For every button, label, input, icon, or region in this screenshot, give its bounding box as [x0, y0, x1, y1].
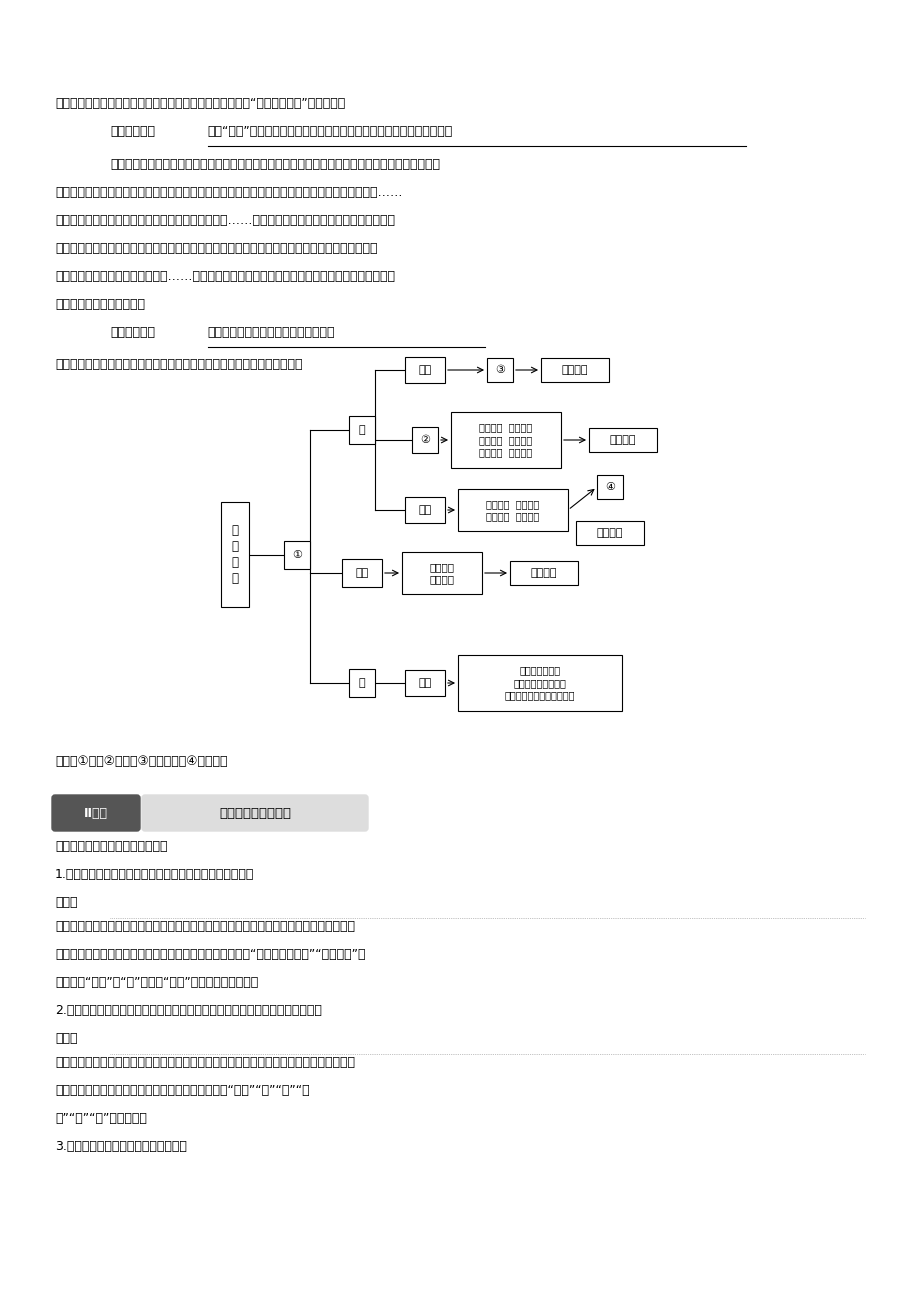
- Text: II深读: II深读: [84, 806, 108, 819]
- Text: 群贤毕至  少长和集
流觞曲水  界叙幽情: 群贤毕至 少长和集 流觞曲水 界叙幽情: [486, 499, 539, 521]
- Text: 悲: 悲: [358, 678, 365, 687]
- FancyBboxPatch shape: [458, 490, 567, 531]
- Text: 答案　抬头观望宽廓的宇宙，低头品察繁盛的事物，用来放开眼界，抑发胸臆，都足够用来: 答案 抬头观望宽廓的宇宙，低头品察繁盛的事物，用来放开眼界，抑发胸臆，都足够用来: [55, 1056, 355, 1069]
- FancyBboxPatch shape: [52, 796, 140, 831]
- Text: 3.固知一死生为虚诞，齐彭殇为妄作。: 3.固知一死生为虚诞，齐彭殇为妄作。: [55, 1141, 187, 1154]
- Text: 有感于斯文（这篇文章）。: 有感于斯文（这篇文章）。: [55, 298, 145, 311]
- FancyBboxPatch shape: [486, 358, 513, 381]
- Text: 二、在诵读全文的基础上，根据结构导图的提示，填出空缺处相应的内容。: 二、在诵读全文的基础上，根据结构导图的提示，填出空缺处相应的内容。: [55, 358, 302, 371]
- Text: 崇山峻岭  茂林修竹
清流激湍  映带左右
天朗气清  惠风和畅: 崇山峻岭 茂林修竹 清流激湍 映带左右 天朗气清 惠风和畅: [479, 423, 532, 457]
- Text: 请概括段意：: 请概括段意：: [110, 125, 154, 138]
- Text: 乐事: 乐事: [418, 505, 431, 516]
- Text: 让人尽情享受视听的乐趣，实在快乐啊。（得分点：“所以”“游”“骋”“足: 让人尽情享受视听的乐趣，实在快乐啊。（得分点：“所以”“游”“骋”“足: [55, 1085, 310, 1098]
- FancyBboxPatch shape: [509, 561, 577, 585]
- Text: 1.又有清流激湍，映带左右，引以为流觞曲水，列坐其次。: 1.又有清流激湍，映带左右，引以为流觞曲水，列坐其次。: [55, 868, 254, 881]
- Text: 略句式，“映带”，“流”活用，“其次”古今异义，句意对）: 略句式，“映带”，“流”活用，“其次”古今异义，句意对）: [55, 976, 258, 990]
- FancyBboxPatch shape: [142, 796, 368, 831]
- Text: 引出“死生”这一人生最重大问题，抑发人生无常、情随事迁的伤痛之感。: 引出“死生”这一人生最重大问题，抑发人生无常、情随事迁的伤痛之感。: [208, 125, 452, 138]
- Text: 答案　又有清澄激赊回旋的水流，辉映围绕在亭子的四周，汲引清流急湍，用作流动酒杯的: 答案 又有清澄激赊回旋的水流，辉映围绕在亭子的四周，汲引清流急湍，用作流动酒杯的: [55, 921, 355, 934]
- Text: 景物之美: 景物之美: [609, 435, 636, 445]
- FancyBboxPatch shape: [596, 475, 622, 499]
- FancyBboxPatch shape: [221, 503, 249, 608]
- FancyBboxPatch shape: [540, 358, 608, 381]
- Text: 请概括段意：: 请概括段意：: [110, 326, 154, 339]
- Text: 以”“极”“信”，句意对）: 以”“极”“信”，句意对）: [55, 1112, 147, 1125]
- Text: 曲折水道，（人们）依次排列，坐于曲水岸边。（得分点：“引以为流觞曲水”“列坐其次”省: 曲折水道，（人们）依次排列，坐于曲水岸边。（得分点：“引以为流觞曲水”“列坐其次…: [55, 948, 365, 961]
- Text: ①: ①: [291, 549, 301, 560]
- FancyBboxPatch shape: [284, 542, 310, 569]
- Text: ④: ④: [605, 482, 614, 492]
- Text: 人生美好而短暂
生命欲望永不能满足
时间无情，生命终归于毁灭: 人生美好而短暂 生命欲望永不能满足 时间无情，生命终归于毁灭: [505, 665, 574, 700]
- Text: 咏怀之雅: 咏怀之雅: [596, 529, 622, 538]
- Text: 微任务活动一　准确翻译重点句子: 微任务活动一 准确翻译重点句子: [55, 840, 167, 853]
- Text: 任务驱动，深度学习: 任务驱动，深度学习: [219, 806, 290, 819]
- Text: （第三段）每（经常）觉昕人兴感（兴发感慨）之由（缘由），若（像）合一契，未尝不临（面对）: （第三段）每（经常）觉昕人兴感（兴发感慨）之由（缘由），若（像）合一契，未尝不临…: [110, 158, 439, 171]
- Text: 述，虽（即使）世殊事异，所以（……原因）兴怀，其（他们的）致（情趣）一也。后之览者，亦将: 述，虽（即使）世殊事异，所以（……原因）兴怀，其（他们的）致（情趣）一也。后之览…: [55, 270, 394, 283]
- Text: ②: ②: [420, 435, 429, 445]
- Text: 答案　①乐　②美景　③暮春之初　④人物之盛: 答案 ①乐 ②美景 ③暮春之初 ④人物之盛: [55, 755, 227, 768]
- Text: 兰
亭
集
序: 兰 亭 集 序: [232, 525, 238, 586]
- FancyBboxPatch shape: [458, 655, 621, 711]
- Text: 良辰: 良辰: [418, 365, 431, 375]
- Text: 时令之美: 时令之美: [562, 365, 587, 375]
- Text: 2.仰观宇宙之大，俦察品类之盛，所以游目骋怀，足以极视听之娱，信可乐也。: 2.仰观宇宙之大，俦察品类之盛，所以游目骋怀，足以极视听之娱，信可乐也。: [55, 1004, 322, 1017]
- Text: 乐: 乐: [358, 424, 365, 435]
- FancyBboxPatch shape: [450, 411, 561, 467]
- Text: 天折的幼童）为（是）妄作（虚妄之谈）。后之视今，亦犹今之视昕。悲夫！故列叙时人，录其所: 天折的幼童）为（是）妄作（虚妄之谈）。后之视今，亦犹今之视昕。悲夫！故列叙时人，…: [55, 242, 377, 255]
- Text: 感慨: 感慨: [418, 678, 431, 687]
- FancyBboxPatch shape: [342, 559, 381, 587]
- FancyBboxPatch shape: [348, 669, 375, 697]
- FancyBboxPatch shape: [348, 417, 375, 444]
- Text: 在上文基础上表明作者对生死的看法。: 在上文基础上表明作者对生死的看法。: [208, 326, 335, 339]
- Text: 文嘘悼（叹惜哀悼），不能喻（明白，理解）之于怀。固（本来）知（知道）一（数词作动词，把……: 文嘘悼（叹惜哀悼），不能喻（明白，理解）之于怀。固（本来）知（知道）一（数词作动…: [55, 186, 403, 199]
- Text: 赏心: 赏心: [355, 568, 369, 578]
- FancyBboxPatch shape: [575, 521, 643, 546]
- Text: 译文：: 译文：: [55, 1032, 77, 1046]
- Text: 视听之娱: 视听之娱: [530, 568, 557, 578]
- FancyBboxPatch shape: [404, 357, 445, 383]
- Text: 译文：: 译文：: [55, 896, 77, 909]
- FancyBboxPatch shape: [404, 671, 445, 697]
- Text: ③: ③: [494, 365, 505, 375]
- Text: （依附）化（造化，自然），终期（注定）于尽。古人云：“死生亦大矣。”岂不痛哉！: （依附）化（造化，自然），终期（注定）于尽。古人云：“死生亦大矣。”岂不痛哉！: [55, 98, 345, 109]
- FancyBboxPatch shape: [402, 552, 482, 594]
- Text: 看作一样）死生为（是）虚诞（虚妄荒诞），齐（把……看成平等）彭殇（寿命长的彭祖和寿命短的: 看作一样）死生为（是）虚诞（虚妄荒诞），齐（把……看成平等）彭殇（寿命长的彭祖和…: [55, 214, 394, 227]
- FancyBboxPatch shape: [412, 427, 437, 453]
- Text: 仰观俦察
游目骋怀: 仰观俦察 游目骋怀: [429, 561, 454, 585]
- FancyBboxPatch shape: [404, 497, 445, 523]
- FancyBboxPatch shape: [588, 428, 656, 452]
